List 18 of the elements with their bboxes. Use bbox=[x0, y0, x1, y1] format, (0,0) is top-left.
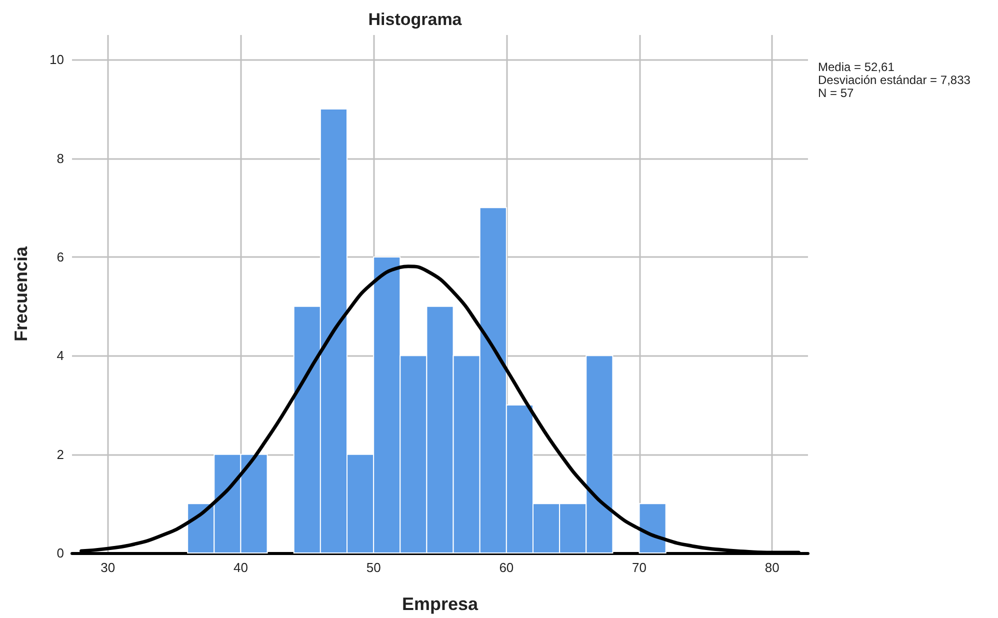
y-tick-label: 2 bbox=[56, 446, 64, 462]
y-tick-label: 10 bbox=[50, 52, 64, 68]
text: Desviación estándar = 7,833 bbox=[818, 73, 971, 87]
text: N = 57 bbox=[818, 86, 854, 100]
x-tick-label: 30 bbox=[100, 560, 116, 575]
y-tick-label: 6 bbox=[56, 250, 64, 264]
y-axis-title: Frecuencia bbox=[11, 245, 31, 342]
x-tick-label: 70 bbox=[632, 560, 647, 575]
x-tick-label: 60 bbox=[499, 560, 514, 575]
y-tick-label: 0 bbox=[56, 546, 64, 560]
chart-title: Histograma bbox=[368, 10, 462, 29]
x-tick-label: 50 bbox=[366, 560, 381, 575]
y-tick-label: 8 bbox=[56, 150, 64, 166]
text: Media = 52,61 bbox=[818, 60, 895, 74]
y-tick-label: 4 bbox=[56, 348, 64, 364]
x-tick-label: 40 bbox=[233, 560, 248, 575]
x-axis-title: Empresa bbox=[402, 594, 480, 614]
x-tick-label: 80 bbox=[764, 560, 780, 575]
